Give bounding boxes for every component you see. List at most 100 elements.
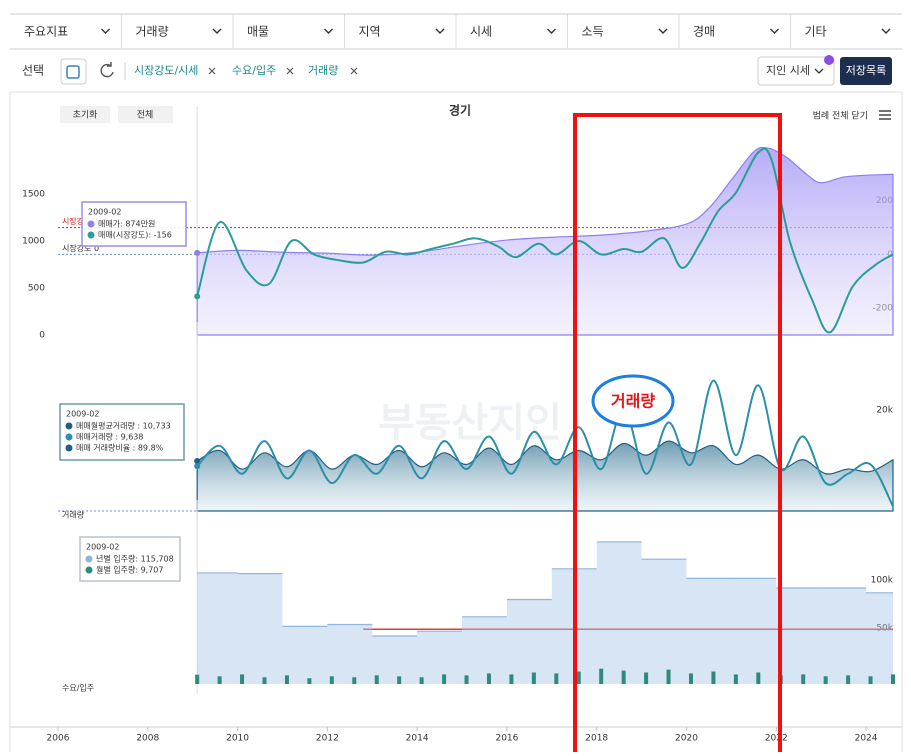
menu-label: 주요지표 [24,25,68,39]
step [686,578,732,684]
legend-toggle-label: 범례 전체 닫기 [813,110,868,122]
tag-remove[interactable] [286,67,294,75]
y-tick-label: 0 [39,331,45,341]
bar [554,673,559,684]
chevron [881,28,891,34]
tooltip-row: 매매(시장강도): -156 [98,230,172,240]
bar [868,676,873,684]
chevron [658,28,668,34]
x-tick-label: 2016 [495,734,518,744]
annotation-ellipse [591,374,675,428]
line [196,379,894,507]
bar [823,676,828,684]
x-tick-label: 2014 [406,734,429,744]
bar [531,672,536,684]
filter-tag[interactable]: 거래량 [308,64,338,77]
highlight-box [573,113,782,756]
bar [217,676,222,684]
bar [688,673,693,684]
bar [486,673,491,684]
tooltip-dot [87,231,95,239]
tooltip [59,403,185,461]
toolbar-label: 선택 [22,64,44,78]
annotation: 거래량 [611,392,655,411]
market-button-label: 지인 시세 [766,64,810,77]
bar [307,678,312,684]
menu-label: 시세 [470,25,492,39]
x-tick-label: 2012 [316,734,339,744]
chart-title: 경기 [449,103,471,118]
step [327,624,373,684]
bar [464,675,469,684]
step [596,541,642,684]
point-marker [194,293,201,300]
bar [262,677,267,684]
chevron [814,68,824,74]
bar [599,668,604,684]
tooltip [81,201,187,247]
tooltip-date: 2009-02 [86,543,119,552]
market-button[interactable] [757,56,835,86]
point-marker [194,463,201,470]
filter-tag[interactable]: 수요/입주 [232,64,276,77]
step [462,616,507,684]
menu-icon[interactable] [879,110,891,120]
chevron [101,28,110,34]
save-list-button[interactable] [840,57,892,85]
refresh-icon[interactable] [100,62,114,78]
bar [195,674,200,684]
tooltip-row: 매매거래량 : 9,638 [76,432,143,442]
step [821,588,867,684]
bar [576,671,581,684]
bar [846,675,851,684]
step [866,592,893,684]
point-marker [194,458,201,465]
chevron [547,28,556,34]
bar [329,676,334,684]
tag-remove[interactable] [350,67,358,75]
save-icon-button[interactable] [60,58,87,85]
step [197,572,238,684]
legend-toggle[interactable] [808,107,870,124]
tooltip [79,536,181,582]
step [417,631,463,684]
tooltip-dot [65,422,73,430]
all-button[interactable] [118,106,173,123]
bar [284,675,289,684]
step [282,626,328,684]
tag-remove[interactable] [208,67,216,75]
tooltip-row: 년별 입주량: 115,708 [96,554,174,564]
y-tick-label: 50k [876,624,893,634]
x-tick-label: 2020 [675,734,698,744]
chevron [770,28,779,34]
reset-button[interactable] [60,106,110,123]
area [196,146,894,336]
tooltip-date: 2009-02 [88,208,121,217]
tooltip-date: 2009-02 [66,410,99,419]
badge [824,55,834,65]
bar [801,674,806,684]
bar [419,677,424,684]
bar [374,675,379,684]
tooltip-dot [87,220,95,228]
filter-tag[interactable]: 시장강도/시세 [134,64,198,77]
x-tick-label: 2022 [765,734,788,744]
step [641,559,687,684]
y-tick-label: 1000 [22,237,45,247]
y-tick-label: 20k [876,405,893,415]
y-tick-label: 1500 [22,190,45,200]
tooltip-dot [85,555,93,563]
menu-label: 거래량 [136,25,169,39]
bar [891,674,895,684]
y-tick-label: 100k [871,576,894,586]
x-tick-label: 2010 [226,734,249,744]
menu-label: 매물 [247,25,269,39]
menu-label: 소득 [582,25,604,39]
panel-label: 거래량 [62,510,85,520]
step [506,599,552,684]
x-tick-label: 2018 [585,734,608,744]
chevron [212,28,222,34]
